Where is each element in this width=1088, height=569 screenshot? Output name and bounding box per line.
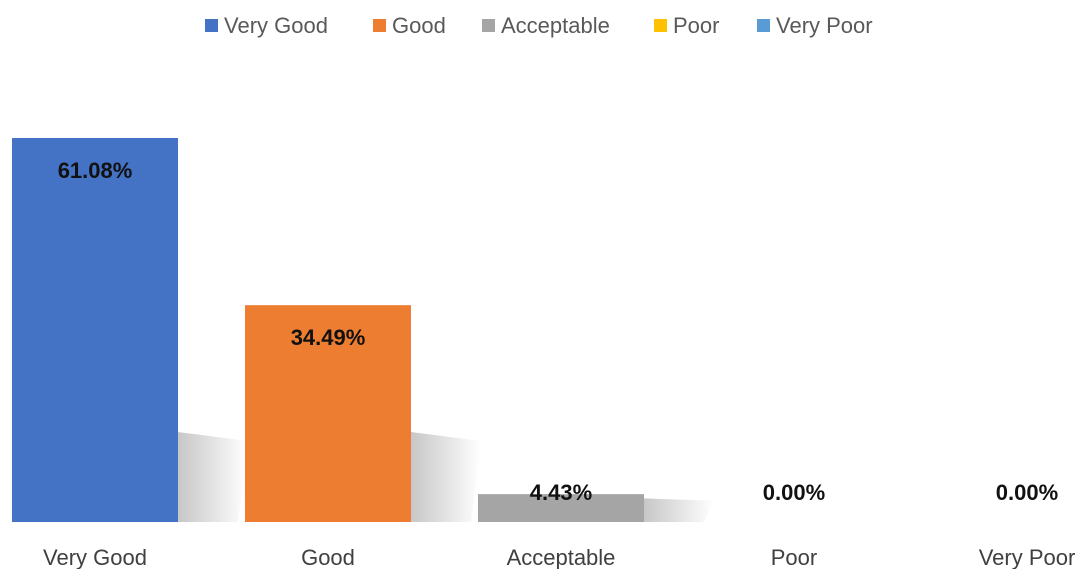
legend-label-very-poor: Very Poor [776, 13, 873, 38]
legend-entry-good: Good [373, 13, 446, 38]
data-label-poor: 0.00% [763, 480, 825, 505]
category-label-very-good: Very Good [43, 545, 147, 569]
bar-very-good [12, 138, 178, 522]
data-label-very-poor: 0.00% [996, 480, 1058, 505]
bars [12, 138, 644, 522]
bar-good [245, 305, 411, 522]
category-label-very-poor: Very Poor [979, 545, 1076, 569]
legend-swatch-poor [654, 19, 667, 32]
category-label-acceptable: Acceptable [507, 545, 616, 569]
legend-swatch-good [373, 19, 386, 32]
data-labels: 61.08% 34.49% 4.43% 0.00% 0.00% [58, 158, 1059, 505]
data-label-acceptable: 4.43% [530, 480, 592, 505]
data-label-good: 34.49% [291, 325, 366, 350]
bar-acceptable [478, 494, 644, 522]
category-label-good: Good [301, 545, 355, 569]
legend-swatch-very-poor [757, 19, 770, 32]
legend: Very Good Good Acceptable Poor Very Poor [205, 13, 873, 38]
legend-swatch-very-good [205, 19, 218, 32]
legend-entry-acceptable: Acceptable [482, 13, 610, 38]
bar-shadow-very-good [178, 432, 248, 522]
legend-label-very-good: Very Good [224, 13, 328, 38]
legend-entry-very-good: Very Good [205, 13, 328, 38]
data-label-very-good: 61.08% [58, 158, 133, 183]
category-label-poor: Poor [771, 545, 817, 569]
legend-label-good: Good [392, 13, 446, 38]
bar-shadows [178, 432, 714, 522]
legend-entry-very-poor: Very Poor [757, 13, 873, 38]
category-axis-labels: Very Good Good Acceptable Poor Very Poor [43, 545, 1075, 569]
bar-shadow-good [411, 432, 481, 522]
legend-swatch-acceptable [482, 19, 495, 32]
bar-shadow-acceptable [644, 498, 714, 522]
legend-label-poor: Poor [673, 13, 719, 38]
legend-entry-poor: Poor [654, 13, 719, 38]
legend-label-acceptable: Acceptable [501, 13, 610, 38]
